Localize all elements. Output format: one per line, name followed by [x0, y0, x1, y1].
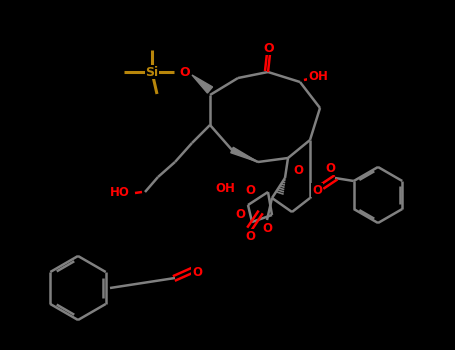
Text: HO: HO — [110, 187, 130, 199]
Polygon shape — [192, 75, 212, 93]
Text: O: O — [245, 183, 255, 196]
Text: O: O — [180, 65, 190, 78]
Text: O: O — [235, 209, 245, 222]
Text: O: O — [192, 266, 202, 280]
Text: Si: Si — [146, 65, 158, 78]
Text: O: O — [325, 161, 335, 175]
Text: O: O — [245, 230, 255, 243]
Text: O: O — [312, 183, 322, 196]
Text: O: O — [262, 222, 272, 235]
Text: O: O — [264, 42, 274, 55]
Text: OH: OH — [308, 70, 328, 84]
Polygon shape — [231, 147, 258, 162]
Text: O: O — [293, 163, 303, 176]
Text: OH: OH — [215, 182, 235, 195]
